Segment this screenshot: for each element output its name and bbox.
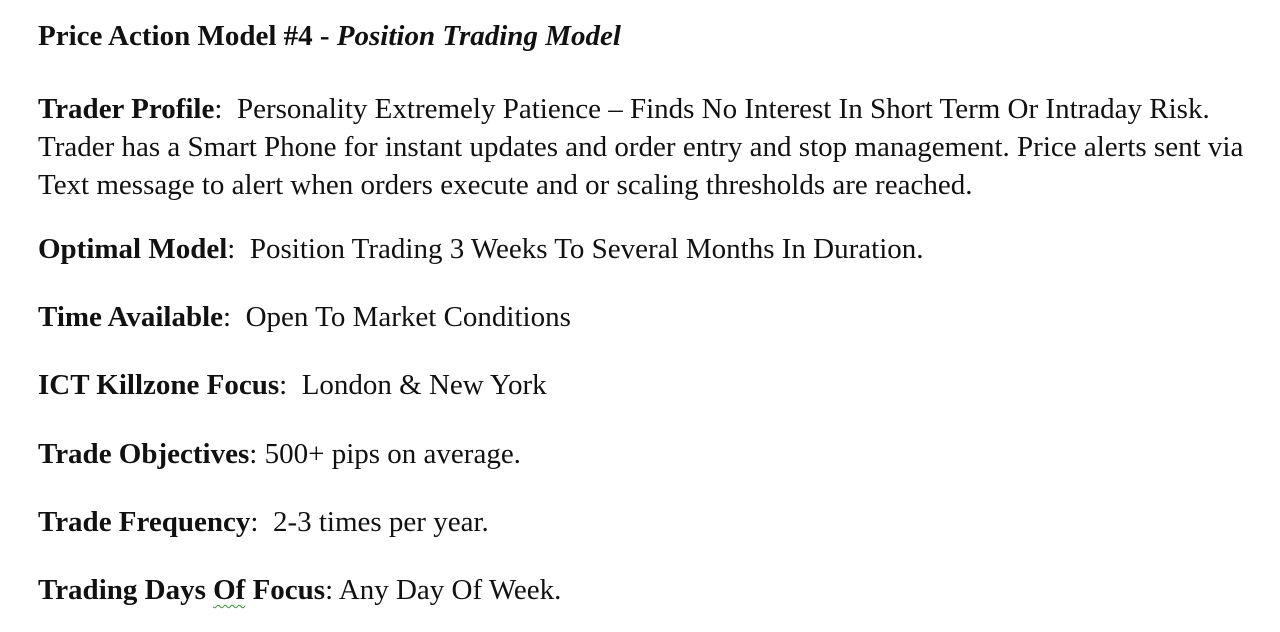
killzone-focus-row: ICT Killzone Focus: London & New York bbox=[38, 369, 547, 401]
trader-profile-text: Personality Extremely Patience – Finds N… bbox=[38, 93, 1244, 201]
spellcheck-underlined-word: Of bbox=[213, 574, 246, 606]
trader-profile-label: Trader Profile bbox=[38, 93, 215, 125]
document: Price Action Model #4 - Position Trading… bbox=[38, 14, 1270, 606]
time-available-row: Time Available: Open To Market Condition… bbox=[38, 301, 571, 333]
trade-objectives-value: 500+ pips on average. bbox=[264, 438, 521, 470]
document-title: Price Action Model #4 - Position Trading… bbox=[38, 14, 1270, 58]
title-model-name: Position Trading Model bbox=[336, 20, 621, 52]
trade-frequency-row: Trade Frequency: 2-3 times per year. bbox=[38, 506, 489, 538]
killzone-focus-label: ICT Killzone Focus bbox=[38, 369, 280, 401]
time-available-label: Time Available bbox=[38, 301, 224, 333]
time-available-value: Open To Market Conditions bbox=[245, 301, 571, 333]
optimal-model-label: Optimal Model bbox=[38, 233, 228, 265]
optimal-model-value: Position Trading 3 Weeks To Several Mont… bbox=[249, 233, 924, 265]
trade-frequency-label: Trade Frequency bbox=[38, 506, 251, 538]
trading-days-label-part3: Focus bbox=[245, 574, 326, 606]
optimal-model-row: Optimal Model: Position Trading 3 Weeks … bbox=[38, 233, 924, 265]
trading-days-label: Trading Days Of Focus bbox=[38, 574, 325, 606]
trading-days-value: Any Day Of Week. bbox=[338, 574, 562, 606]
killzone-focus-value: London & New York bbox=[301, 369, 547, 401]
trader-profile-paragraph: Trader Profile: Personality Extremely Pa… bbox=[38, 93, 1244, 201]
trade-objectives-row: Trade Objectives: 500+ pips on average. bbox=[38, 438, 521, 470]
trading-days-label-part1: Trading Days bbox=[38, 574, 214, 606]
title-model-number: Price Action Model #4 - bbox=[38, 20, 337, 52]
trade-frequency-value: 2-3 times per year. bbox=[272, 506, 489, 538]
trading-days-row: Trading Days Of Focus: Any Day Of Week. bbox=[38, 574, 562, 606]
trade-objectives-label: Trade Objectives bbox=[38, 438, 250, 470]
